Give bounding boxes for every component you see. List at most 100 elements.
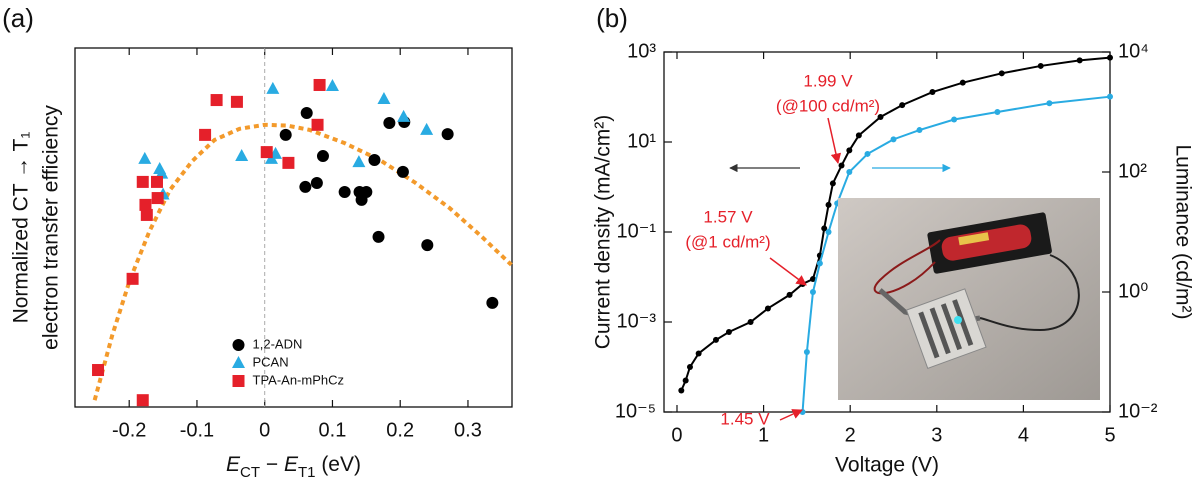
- data-point: [92, 364, 105, 377]
- data-point: [864, 150, 871, 157]
- annotation-arrow: [779, 409, 803, 421]
- data-point: [1046, 100, 1053, 107]
- y-tick-label: 10⁻³: [617, 310, 657, 332]
- data-point: [397, 109, 411, 122]
- data-point: [686, 364, 693, 370]
- device-photo: [838, 198, 1100, 400]
- data-point: [138, 151, 152, 164]
- data-point: [695, 350, 702, 357]
- annotation: (@100 cd/m²): [776, 96, 880, 115]
- data-point: [352, 155, 366, 168]
- data-point: [994, 109, 1001, 115]
- panel-label: (a): [2, 3, 34, 33]
- x-tick-label: 3: [931, 424, 942, 446]
- x-tick-label: 0.3: [454, 419, 482, 441]
- data-point: [829, 180, 836, 187]
- x-tick-label: 4: [1018, 424, 1029, 446]
- data-point: [299, 180, 312, 193]
- data-point: [682, 377, 689, 384]
- data-point: [959, 79, 966, 86]
- data-point: [266, 81, 280, 94]
- annotation: 1.57 V: [703, 207, 753, 226]
- y-axis-label: Current density (mA/cm²): [592, 115, 615, 350]
- data-point: [279, 128, 292, 141]
- data-point: [139, 198, 152, 211]
- y-tick-label: 10⁻⁵: [615, 400, 656, 422]
- data-point: [821, 225, 828, 232]
- data-point: [151, 192, 164, 205]
- wire: [979, 254, 1080, 332]
- y-axis-label: Normalized CT → T₁: [10, 132, 33, 324]
- x-axis-label-part: E: [284, 453, 299, 476]
- x-tick-label: 0.1: [319, 419, 347, 441]
- panel-label: (b): [596, 3, 628, 33]
- device: [905, 288, 987, 369]
- data-point: [838, 162, 845, 169]
- x-axis-label-part: CT: [240, 464, 260, 481]
- x-tick-label: -0.1: [180, 419, 214, 441]
- data-point: [230, 95, 243, 108]
- data-point: [486, 296, 499, 309]
- data-point: [890, 136, 897, 143]
- data-point: [420, 122, 434, 135]
- data-point: [300, 106, 313, 119]
- battery-holder: [927, 212, 1052, 274]
- x-tick-label: 5: [1104, 424, 1115, 446]
- x-axis-label: ECT − ET1 (eV): [226, 453, 361, 482]
- y2-tick-label: 10²: [1118, 160, 1147, 182]
- data-point: [929, 89, 936, 96]
- x-axis-label-part: −: [260, 453, 284, 476]
- data-point: [712, 336, 719, 343]
- x-axis-label: Voltage (V): [835, 454, 939, 477]
- legend-label: PCAN: [253, 354, 289, 369]
- y2-tick-label: 10⁰: [1118, 280, 1148, 302]
- data-point: [855, 132, 862, 139]
- data-point: [421, 239, 434, 252]
- annotation: (@1 cd/m²): [685, 232, 770, 251]
- data-point: [441, 128, 454, 141]
- data-point: [1037, 62, 1044, 69]
- data-point: [951, 116, 958, 123]
- data-point: [816, 260, 823, 267]
- y-tick-label: 10¹: [627, 130, 656, 152]
- data-point: [803, 349, 810, 355]
- data-point: [368, 154, 381, 167]
- data-point: [260, 146, 273, 159]
- data-point: [150, 175, 163, 188]
- plot-frame: [74, 47, 513, 408]
- data-point: [825, 229, 832, 235]
- data-point: [678, 387, 685, 394]
- data-point: [809, 276, 816, 283]
- data-point: [155, 166, 169, 179]
- data-point: [360, 185, 373, 198]
- data-point: [998, 70, 1005, 77]
- x-tick-label: 2: [845, 424, 856, 446]
- legend-marker: [232, 339, 245, 351]
- legend-marker: [232, 356, 245, 368]
- data-point: [126, 272, 139, 285]
- annotation: 1.99 V: [803, 71, 853, 90]
- data-point: [809, 289, 816, 295]
- data-line: [801, 95, 1111, 413]
- data-point: [747, 319, 754, 325]
- y2-tick-label: 10⁻²: [1118, 400, 1158, 422]
- data-point: [311, 118, 324, 131]
- data-point: [725, 328, 732, 335]
- annotation-arrow: [769, 257, 807, 286]
- y2-tick-label: 10⁴: [1118, 40, 1149, 62]
- x-axis-label-part: T1: [298, 464, 316, 481]
- data-point: [377, 91, 391, 104]
- annotation: 1.45 V: [720, 409, 770, 428]
- x-axis-label-part: (eV): [315, 453, 361, 476]
- data-point: [383, 117, 396, 130]
- y-tick-label: 10³: [627, 40, 656, 62]
- x-axis-label-part: E: [226, 453, 241, 476]
- y2-axis-label: Luminance (cd/m²): [1171, 144, 1194, 319]
- data-point: [338, 185, 351, 198]
- emission-spot: [954, 316, 962, 324]
- data-point: [825, 201, 832, 208]
- data-point: [786, 291, 793, 298]
- data-point: [1076, 57, 1083, 64]
- legend-marker: [232, 375, 245, 387]
- x-tick-label: 0: [671, 424, 682, 446]
